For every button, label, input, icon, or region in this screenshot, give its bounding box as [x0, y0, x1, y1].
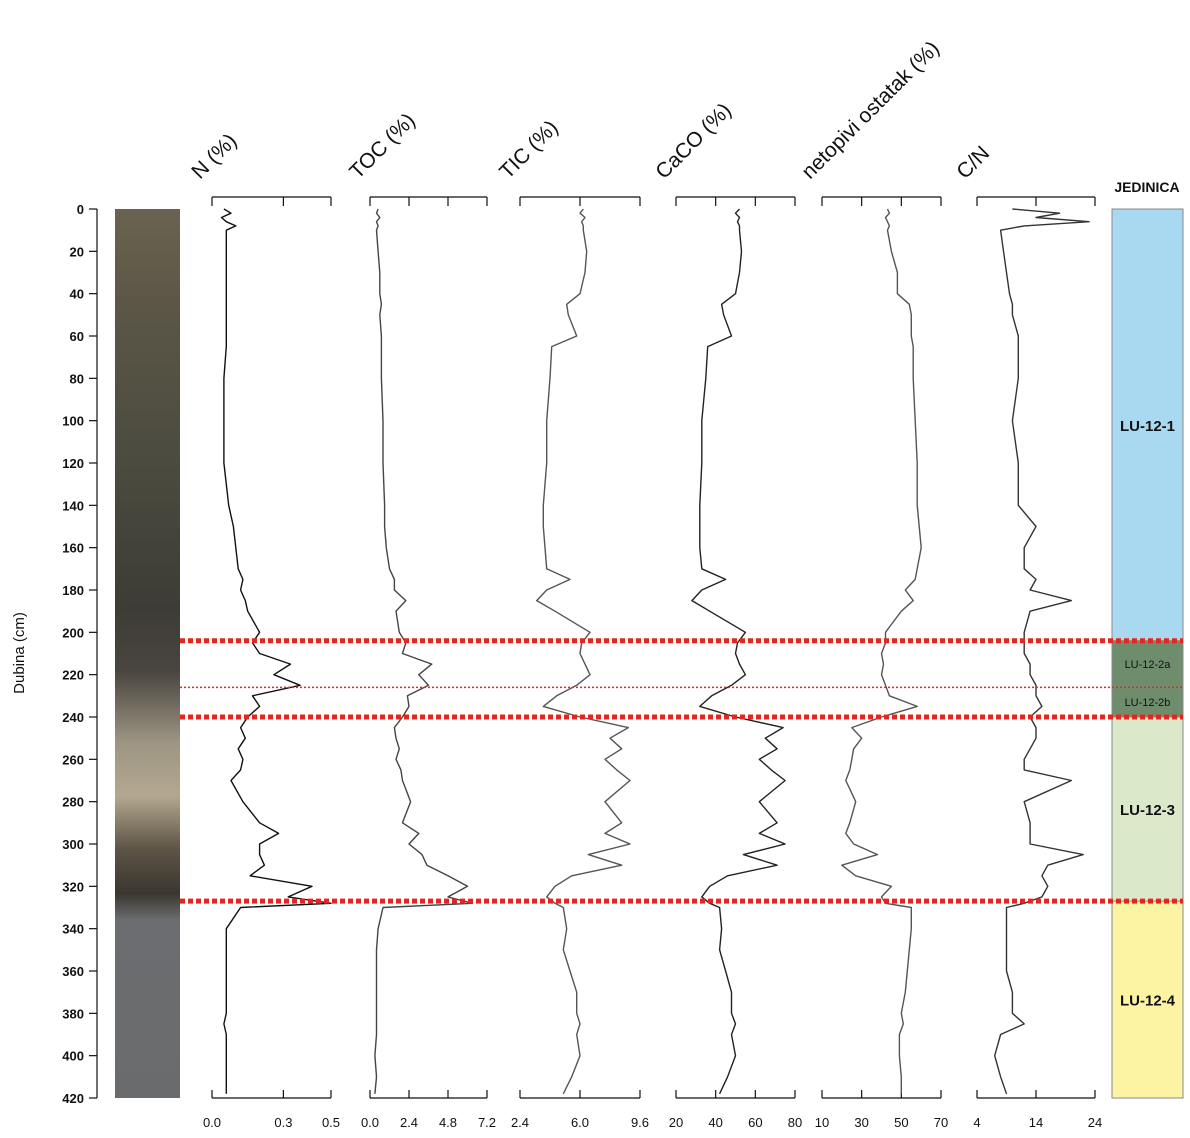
unit-label: LU-12-2a: [1125, 659, 1172, 671]
x-tick-label: 80: [788, 1115, 802, 1130]
x-tick-label: 10: [815, 1115, 829, 1130]
panel-title: TIC (%): [495, 116, 562, 183]
panel-title: C/N: [952, 142, 994, 184]
x-tick-label: 0.5: [322, 1115, 340, 1130]
panel-title: netopivi ostatak (%): [797, 37, 944, 184]
x-tick-label: 50: [894, 1115, 908, 1130]
unit-block: [1111, 686, 1184, 718]
x-tick-label: 14: [1029, 1115, 1043, 1130]
y-tick-label: 60: [70, 329, 84, 344]
x-tick-label: 70: [934, 1115, 948, 1130]
y-tick-label: 20: [70, 244, 84, 259]
unit-label: LU-12-3: [1120, 802, 1175, 819]
panel-title: CaCO (%): [651, 99, 736, 184]
x-tick-label: 0.3: [274, 1115, 292, 1130]
unit-label: LU-12-1: [1120, 418, 1175, 435]
x-tick-label: 24: [1088, 1115, 1102, 1130]
x-tick-label: 60: [748, 1115, 762, 1130]
y-tick-label: 300: [62, 837, 84, 852]
data-line: [841, 208, 922, 1094]
x-tick-label: 30: [854, 1115, 868, 1130]
data-line: [374, 208, 474, 1094]
x-tick-label: 4: [973, 1115, 980, 1130]
x-tick-label: 0.0: [361, 1115, 379, 1130]
y-tick-label: 120: [62, 456, 84, 471]
unit-label: LU-12-2b: [1125, 697, 1171, 709]
x-tick-label: 9.6: [631, 1115, 649, 1130]
unit-block: [1111, 640, 1184, 688]
y-tick-label: 280: [62, 795, 84, 810]
y-tick-label: 0: [77, 202, 84, 217]
data-line: [536, 208, 631, 1095]
panel-title: N (%): [187, 129, 241, 183]
data-line: [220, 208, 332, 1094]
x-tick-label: 2.4: [511, 1115, 529, 1130]
x-tick-label: 0.0: [203, 1115, 221, 1130]
data-line: [691, 208, 786, 1095]
x-tick-label: 40: [708, 1115, 722, 1130]
unit-block: [1111, 208, 1184, 642]
y-tick-label: 180: [62, 583, 84, 598]
x-tick-label: 7.2: [478, 1115, 496, 1130]
y-tick-label: 400: [62, 1049, 84, 1064]
y-tick-label: 200: [62, 625, 84, 640]
unit-label: LU-12-4: [1120, 993, 1176, 1010]
x-tick-label: 6.0: [571, 1115, 589, 1130]
panel-title: TOC (%): [345, 109, 420, 184]
y-tick-label: 160: [62, 541, 84, 556]
x-tick-label: 4.8: [439, 1115, 457, 1130]
y-tick-label: 380: [62, 1006, 84, 1021]
y-tick-label: 220: [62, 668, 84, 683]
y-tick-label: 420: [62, 1091, 84, 1106]
y-tick-label: 340: [62, 922, 84, 937]
y-tick-label: 320: [62, 879, 84, 894]
y-tick-label: 40: [70, 287, 84, 302]
y-tick-label: 240: [62, 710, 84, 725]
unit-block: [1111, 900, 1184, 1099]
data-line: [994, 208, 1090, 1095]
y-tick-label: 100: [62, 414, 84, 429]
y-tick-label: 140: [62, 498, 84, 513]
y-axis-label: Dubina (cm): [11, 612, 28, 694]
unit-block: [1111, 716, 1184, 902]
y-tick-label: 80: [70, 371, 84, 386]
x-tick-label: 2.4: [400, 1115, 418, 1130]
core-image: [115, 209, 180, 1098]
y-tick-label: 360: [62, 964, 84, 979]
y-tick-label: 260: [62, 752, 84, 767]
x-tick-label: 20: [669, 1115, 683, 1130]
units-header: JEDINICA: [1114, 179, 1179, 195]
